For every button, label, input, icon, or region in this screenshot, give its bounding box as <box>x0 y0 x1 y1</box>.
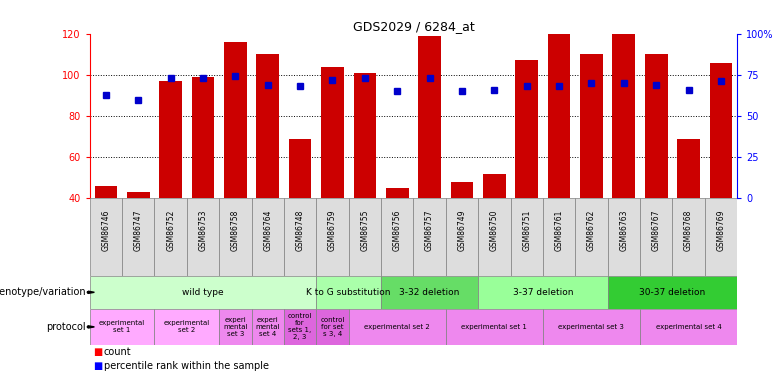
Bar <box>317 198 349 276</box>
Bar <box>483 174 505 198</box>
Text: GSM86762: GSM86762 <box>587 210 596 251</box>
Bar <box>353 73 376 198</box>
Bar <box>576 198 608 276</box>
Bar <box>90 309 154 345</box>
Bar <box>284 309 317 345</box>
Text: GSM86758: GSM86758 <box>231 210 240 251</box>
Bar <box>219 198 251 276</box>
Bar <box>418 36 441 198</box>
Bar <box>381 276 478 309</box>
Text: GSM86768: GSM86768 <box>684 210 693 251</box>
Bar <box>349 198 381 276</box>
Bar <box>317 309 349 345</box>
Text: protocol: protocol <box>46 322 86 332</box>
Text: ■: ■ <box>94 347 103 357</box>
Bar <box>677 139 700 198</box>
Text: GSM86748: GSM86748 <box>296 210 305 251</box>
Bar <box>446 309 543 345</box>
Text: GSM86750: GSM86750 <box>490 210 499 251</box>
Title: GDS2029 / 6284_at: GDS2029 / 6284_at <box>353 20 474 33</box>
Bar <box>548 5 570 198</box>
Bar <box>478 198 510 276</box>
Text: GSM86751: GSM86751 <box>522 210 531 251</box>
Text: GSM86767: GSM86767 <box>651 210 661 251</box>
Text: GSM86757: GSM86757 <box>425 210 434 251</box>
Bar <box>386 188 409 198</box>
Text: wild type: wild type <box>183 288 224 297</box>
Bar <box>645 54 668 198</box>
Text: GSM86769: GSM86769 <box>716 210 725 251</box>
Bar <box>90 276 317 309</box>
Bar <box>90 198 122 276</box>
Bar <box>349 309 446 345</box>
Text: GSM86755: GSM86755 <box>360 210 370 251</box>
Text: GSM86752: GSM86752 <box>166 210 176 251</box>
Bar <box>159 81 182 198</box>
Text: control
for
sets 1,
2, 3: control for sets 1, 2, 3 <box>288 314 312 340</box>
Bar <box>154 309 219 345</box>
Bar <box>640 309 737 345</box>
Bar <box>192 77 214 198</box>
Text: GSM86747: GSM86747 <box>133 210 143 251</box>
Bar <box>612 13 635 198</box>
Text: GSM86761: GSM86761 <box>555 210 564 251</box>
Text: experimental set 3: experimental set 3 <box>558 324 624 330</box>
Bar <box>94 186 117 198</box>
Text: 3-37 deletion: 3-37 deletion <box>512 288 573 297</box>
Text: GSM86764: GSM86764 <box>263 210 272 251</box>
Bar <box>478 276 608 309</box>
Bar <box>608 198 640 276</box>
Bar <box>219 309 251 345</box>
Text: GSM86759: GSM86759 <box>328 210 337 251</box>
Text: experimental
set 1: experimental set 1 <box>99 320 145 333</box>
Text: ■: ■ <box>94 361 103 371</box>
Bar <box>289 139 311 198</box>
Bar <box>154 198 187 276</box>
Bar <box>317 276 381 309</box>
Bar <box>284 198 317 276</box>
Bar <box>543 198 576 276</box>
Bar <box>321 67 344 198</box>
Bar <box>224 42 246 198</box>
Text: GSM86746: GSM86746 <box>101 210 111 251</box>
Bar <box>127 192 150 198</box>
Bar <box>516 60 538 198</box>
Bar <box>580 54 603 198</box>
Bar <box>510 198 543 276</box>
Bar <box>251 198 284 276</box>
Text: GSM86756: GSM86756 <box>392 210 402 251</box>
Bar <box>710 63 732 198</box>
Bar <box>446 198 478 276</box>
Text: 30-37 deletion: 30-37 deletion <box>640 288 705 297</box>
Text: GSM86763: GSM86763 <box>619 210 629 251</box>
Text: experimental set 4: experimental set 4 <box>656 324 722 330</box>
Bar <box>122 198 154 276</box>
Bar <box>543 309 640 345</box>
Text: count: count <box>104 347 131 357</box>
Text: control
for set
s 3, 4: control for set s 3, 4 <box>321 317 345 337</box>
Text: GSM86749: GSM86749 <box>457 210 466 251</box>
Bar <box>251 309 284 345</box>
Bar <box>451 182 473 198</box>
Bar <box>413 198 446 276</box>
Text: K to G substitution: K to G substitution <box>307 288 391 297</box>
Bar <box>381 198 413 276</box>
Text: GSM86753: GSM86753 <box>198 210 207 251</box>
Bar <box>187 198 219 276</box>
Bar <box>640 198 672 276</box>
Text: experimental set 1: experimental set 1 <box>462 324 527 330</box>
Bar <box>257 54 279 198</box>
Text: experimental
set 2: experimental set 2 <box>164 320 210 333</box>
Bar <box>704 198 737 276</box>
Text: genotype/variation: genotype/variation <box>0 287 86 297</box>
Bar <box>608 276 737 309</box>
Text: percentile rank within the sample: percentile rank within the sample <box>104 361 269 371</box>
Bar <box>672 198 704 276</box>
Text: experimental set 2: experimental set 2 <box>364 324 430 330</box>
Text: experi
mental
set 3: experi mental set 3 <box>223 317 247 337</box>
Text: experi
mental
set 4: experi mental set 4 <box>256 317 280 337</box>
Text: 3-32 deletion: 3-32 deletion <box>399 288 459 297</box>
